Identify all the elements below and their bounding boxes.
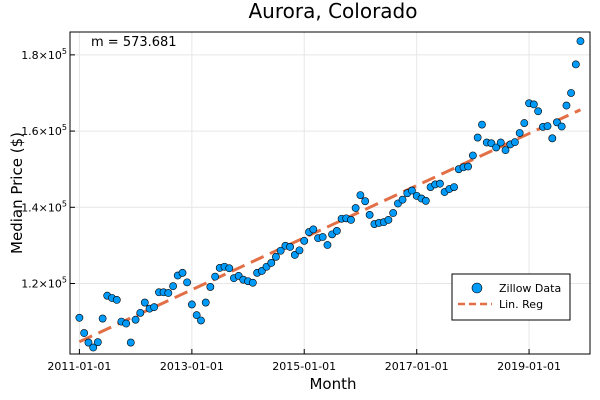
data-point	[187, 300, 196, 309]
data-point	[206, 283, 215, 291]
data-point	[529, 100, 538, 109]
data-point	[150, 303, 159, 312]
y-tick-label: 1.8×105	[21, 47, 67, 62]
x-axis-ticks: 2011-01-01 2013-01-01 2015-01-01 2017-01-01…	[47, 349, 561, 373]
data-point	[197, 316, 205, 325]
data-point	[309, 225, 318, 234]
y-tick-label: 1.4×105	[21, 199, 67, 214]
data-point	[300, 236, 309, 245]
data-point	[408, 186, 416, 195]
chart-title: Aurora, Colorado	[249, 0, 418, 23]
y-axis-ticks: 1.2×105 1.4×105 1.6×105 1.8×105	[21, 47, 75, 291]
grid-layer	[70, 32, 590, 354]
data-point	[131, 315, 140, 324]
data-point	[557, 122, 566, 131]
data-point	[225, 264, 234, 273]
data-point	[520, 119, 529, 127]
data-point	[272, 252, 280, 261]
y-tick-label: 1.6×105	[21, 123, 67, 138]
data-point	[126, 338, 135, 347]
data-point	[136, 308, 145, 317]
data-point	[365, 211, 374, 219]
data-point	[267, 259, 276, 267]
data-point	[436, 179, 444, 188]
data-point	[571, 60, 580, 69]
x-tick-label: 2019-01-01	[497, 360, 561, 373]
data-point	[323, 241, 332, 249]
data-point	[534, 107, 543, 116]
data-point	[98, 314, 107, 323]
data-point	[192, 311, 201, 320]
legend-label-linreg: Lin. Reg	[499, 298, 543, 311]
data-point	[351, 204, 360, 212]
data-point	[492, 143, 501, 152]
scatter-layer	[75, 37, 585, 352]
plot-frame	[69, 31, 591, 355]
data-point	[112, 295, 121, 304]
data-point	[211, 272, 220, 281]
legend: Zillow Data Lin. Reg	[451, 273, 571, 321]
data-point	[75, 313, 84, 322]
regression-layer	[78, 108, 582, 344]
x-tick-label: 2017-01-01	[385, 360, 449, 373]
data-point	[389, 209, 398, 217]
data-point	[473, 133, 482, 142]
y-tick-label: 1.2×105	[21, 276, 67, 291]
legend-label-zillow: Zillow Data	[499, 282, 561, 295]
data-point	[543, 122, 552, 131]
data-point	[496, 138, 505, 147]
data-point	[318, 233, 327, 241]
data-point	[464, 162, 473, 171]
data-point	[332, 227, 341, 235]
data-point	[84, 338, 93, 347]
data-point	[356, 191, 365, 199]
legend-marker-zillow	[471, 282, 483, 294]
data-point	[478, 120, 486, 129]
data-point	[468, 151, 477, 160]
data-point	[140, 298, 149, 307]
data-point	[201, 298, 210, 307]
data-point	[347, 215, 355, 224]
slope-annotation: m = 573.681	[91, 35, 177, 50]
data-point	[384, 215, 393, 224]
data-point	[511, 138, 519, 147]
data-point	[562, 101, 571, 110]
data-point	[450, 183, 459, 191]
x-tick-label: 2013-01-01	[160, 360, 224, 373]
data-point	[80, 329, 89, 337]
data-point	[398, 195, 407, 204]
data-point	[576, 37, 585, 46]
data-point	[183, 278, 192, 287]
data-point	[248, 278, 257, 287]
x-tick-label: 2011-01-01	[47, 360, 111, 373]
legend-box	[451, 273, 571, 321]
data-point	[421, 196, 430, 205]
y-axis-label: Median Price ($)	[8, 132, 26, 254]
data-point	[361, 197, 370, 206]
data-point	[567, 89, 575, 97]
data-point	[122, 319, 131, 328]
data-point	[93, 338, 102, 347]
data-point	[515, 129, 524, 137]
data-point	[89, 343, 98, 352]
data-point	[295, 246, 304, 255]
data-point	[290, 251, 299, 259]
data-point	[286, 243, 294, 251]
regression-line	[78, 108, 582, 344]
data-point	[164, 289, 173, 297]
data-point	[276, 246, 285, 255]
data-point	[548, 134, 557, 143]
data-point	[178, 268, 187, 277]
data-point	[169, 282, 178, 291]
x-tick-label: 2015-01-01	[272, 360, 336, 373]
x-axis-label: Month	[309, 375, 356, 393]
data-point	[501, 146, 510, 155]
